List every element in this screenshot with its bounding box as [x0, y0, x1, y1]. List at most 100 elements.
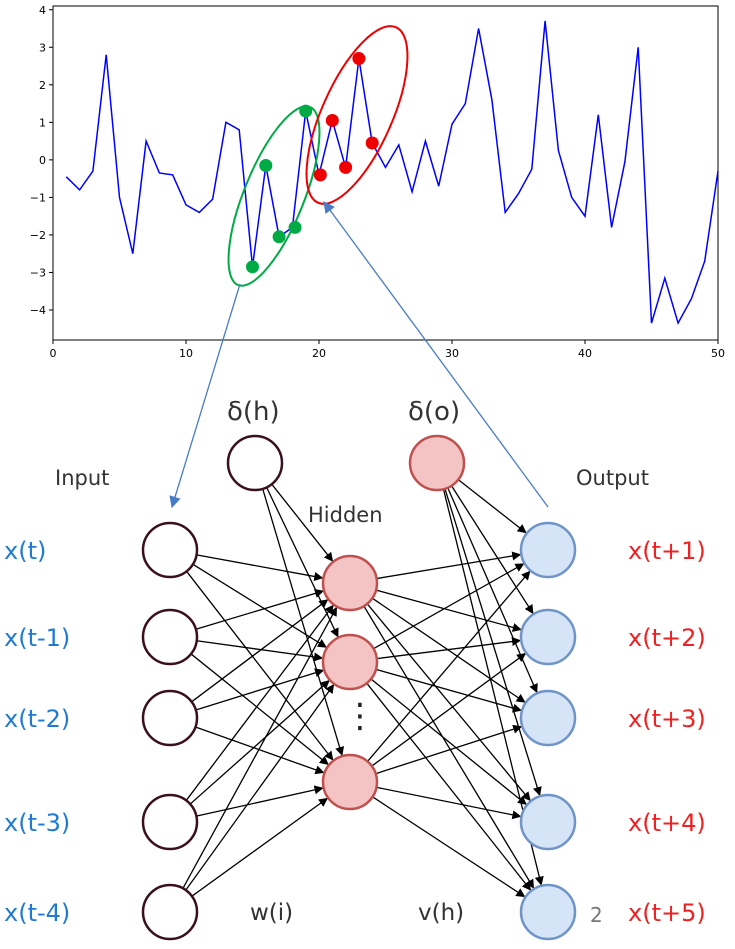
- input-label: x(t-4): [4, 899, 70, 927]
- output-node: [519, 521, 577, 579]
- hidden-node: [321, 753, 379, 811]
- green-window-point: [246, 260, 259, 274]
- x-tick-label: 10: [179, 347, 193, 360]
- network-edge: [189, 679, 330, 805]
- network-edge: [450, 485, 534, 615]
- page-number: 2: [590, 903, 603, 927]
- red-window-point: [313, 168, 327, 182]
- output-bias-node: [408, 434, 466, 492]
- neural-network-diagram: Input Hidden Output δ(h) δ(o) w(i) v(h) …: [4, 397, 706, 941]
- input-label: x(t-3): [4, 809, 70, 837]
- hidden-weights-label: v(h): [418, 900, 464, 926]
- hidden-node: [321, 633, 379, 691]
- network-edge: [195, 589, 325, 630]
- network-edge: [185, 604, 334, 801]
- y-tick-label: −3: [30, 266, 46, 279]
- network-edges: [182, 479, 544, 898]
- y-tick-label: −1: [30, 191, 46, 204]
- output-label: x(t+1): [628, 537, 706, 565]
- network-edge: [195, 726, 325, 775]
- hidden-node: [321, 554, 379, 612]
- x-tick-label: 30: [445, 347, 459, 360]
- y-tick-label: −4: [30, 304, 46, 317]
- network-edge: [363, 605, 535, 889]
- network-edge: [192, 563, 327, 648]
- hidden-layer-label: Hidden: [308, 503, 383, 527]
- x-tick-label: 40: [578, 347, 592, 360]
- input-node: [141, 521, 199, 579]
- y-tick-label: 3: [39, 41, 46, 54]
- y-axis: 4 3 2 1 0 −1 −2 −3 −4: [30, 4, 53, 317]
- red-window-point: [352, 52, 366, 66]
- hidden-bias-label: δ(h): [227, 397, 280, 427]
- input-weights-label: w(i): [250, 900, 293, 926]
- green-window-point: [272, 230, 286, 244]
- y-tick-label: −2: [30, 229, 46, 242]
- network-edge: [262, 488, 345, 757]
- hidden-ellipsis: ⋮: [343, 696, 377, 736]
- hidden-bias-node: [226, 434, 284, 492]
- output-labels: x(t+1) x(t+2) x(t+3) x(t+4) x(t+5): [628, 537, 706, 927]
- network-edge: [444, 488, 542, 797]
- output-label: x(t+3): [628, 705, 706, 733]
- x-tick-label: 20: [312, 347, 326, 360]
- network-edge: [196, 640, 324, 662]
- x-axis: 0 10 20 30 40 50: [50, 340, 725, 360]
- network-edge: [366, 603, 531, 802]
- network-edge: [372, 796, 526, 898]
- y-tick-label: 2: [39, 79, 46, 92]
- output-node: [519, 793, 577, 851]
- plot-frame: [52, 5, 719, 341]
- output-label: x(t+4): [628, 809, 706, 837]
- network-edge: [191, 797, 329, 897]
- network-edge: [186, 570, 334, 761]
- input-label: x(t-1): [4, 624, 70, 652]
- output-to-window-arrow: [323, 201, 549, 508]
- network-edge: [370, 678, 527, 805]
- output-node: [519, 883, 577, 941]
- network-edge: [196, 785, 324, 817]
- x-tick-label: 50: [711, 347, 725, 360]
- network-edge: [266, 487, 339, 638]
- highlight-points: [246, 52, 379, 274]
- input-layer-label: Input: [55, 466, 109, 490]
- network-edge: [371, 597, 526, 703]
- green-window-point: [288, 220, 302, 234]
- red-window-ellipse: [305, 25, 409, 205]
- highlight-groups: [227, 25, 409, 287]
- input-label: x(t): [4, 537, 46, 565]
- red-window-point: [339, 160, 353, 174]
- input-node: [141, 608, 199, 666]
- network-edge: [195, 668, 325, 711]
- input-node: [141, 689, 199, 747]
- network-edge: [366, 682, 532, 891]
- output-label: x(t+2): [628, 624, 706, 652]
- network-edge: [376, 786, 522, 820]
- output-layer-label: Output: [576, 466, 649, 490]
- input-node: [141, 883, 199, 941]
- network-edge: [375, 668, 522, 713]
- network-edge: [457, 479, 527, 534]
- series-line: [65, 20, 719, 326]
- green-window-point: [299, 104, 313, 118]
- output-label: x(t+5): [628, 899, 706, 927]
- network-edge: [190, 653, 329, 766]
- red-window-point: [325, 113, 339, 127]
- network-edge: [376, 637, 522, 660]
- network-edge: [375, 724, 523, 775]
- green-window-point: [259, 158, 273, 172]
- network-edge: [376, 551, 522, 580]
- network-edge: [371, 653, 527, 767]
- input-label: x(t-2): [4, 705, 70, 733]
- window-to-input-arrow: [169, 283, 241, 509]
- network-edge: [375, 589, 522, 632]
- network-edge: [447, 487, 538, 694]
- network-nodes: [141, 434, 577, 941]
- red-window-point: [365, 136, 379, 150]
- output-bias-label: δ(o): [408, 397, 460, 427]
- network-edge: [271, 483, 334, 562]
- network-edge: [191, 599, 329, 703]
